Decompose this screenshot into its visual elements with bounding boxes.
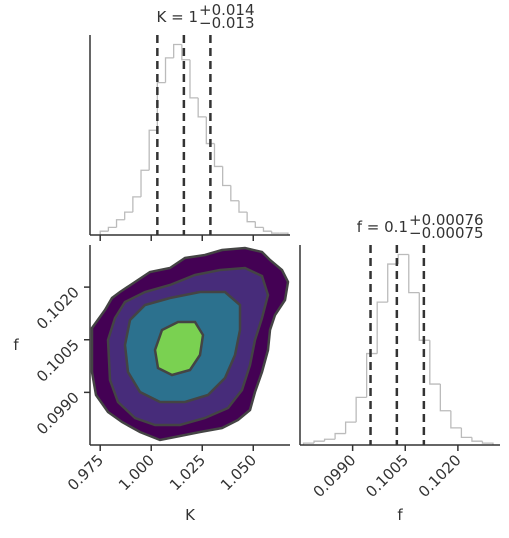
histogram-step — [408, 254, 420, 294]
histogram-step — [270, 231, 280, 234]
histogram-step — [197, 97, 207, 118]
x-axis-label: K — [185, 506, 196, 524]
histogram-step — [471, 437, 483, 442]
histogram-step — [254, 221, 264, 229]
histogram-step — [107, 226, 117, 232]
histogram-step — [313, 440, 325, 444]
y-axis-label: f — [13, 336, 19, 354]
histogram-step — [238, 200, 248, 213]
x-tick-label: 1.025 — [166, 451, 209, 494]
histogram-step — [323, 438, 336, 442]
contour-regions — [90, 246, 290, 442]
x-tick-label: 0.0990 — [310, 451, 360, 501]
x-tick-label: 0.975 — [64, 451, 107, 494]
histogram-step — [460, 427, 472, 439]
histogram-step — [450, 410, 462, 429]
histogram-step — [164, 57, 174, 83]
contour-level-4 — [153, 320, 205, 377]
panel-title: f = 0.1 — [357, 218, 408, 236]
title-lower: −0.013 — [199, 14, 255, 32]
histogram-step — [481, 441, 494, 445]
histogram-step — [222, 166, 231, 187]
x-axis-label: f — [397, 506, 403, 524]
histogram-step — [334, 432, 346, 440]
histogram-step — [246, 212, 256, 223]
histogram-step — [205, 116, 215, 145]
histogram-step — [148, 129, 158, 171]
panel-title: K = 1 — [157, 8, 198, 26]
histogram-step — [124, 211, 133, 220]
title-lower: −0.00075 — [409, 224, 484, 242]
y-tick-label: 0.1020 — [33, 283, 83, 333]
histogram-step — [132, 196, 142, 213]
title-upper: +0.00076 — [409, 211, 484, 229]
histogram-step — [376, 301, 388, 354]
histogram-step — [366, 352, 378, 398]
histogram-step — [355, 396, 367, 423]
histogram-step — [387, 263, 399, 303]
histogram-step — [140, 169, 150, 197]
y-tick-label: 0.0990 — [33, 388, 83, 438]
x-tick-label: 0.1005 — [362, 451, 412, 501]
x-tick-label: 0.1020 — [415, 451, 465, 501]
histogram-step — [173, 43, 182, 58]
x-tick-label: 1.000 — [115, 451, 158, 494]
histogram-step — [429, 340, 441, 385]
histogram-step — [213, 143, 223, 168]
histogram-step — [344, 421, 357, 434]
title-upper: +0.014 — [199, 1, 255, 19]
histogram-step — [230, 185, 239, 202]
x-tick-label: 1.050 — [217, 451, 260, 494]
histogram-step — [115, 219, 125, 228]
y-tick-label: 0.1005 — [33, 336, 83, 386]
histogram-step — [262, 227, 272, 232]
histogram-step — [439, 384, 451, 412]
histogram-step — [418, 292, 430, 341]
histogram-step — [181, 44, 190, 61]
histogram-step — [99, 230, 109, 235]
histogram-step — [397, 253, 409, 265]
histogram-step — [189, 59, 199, 99]
